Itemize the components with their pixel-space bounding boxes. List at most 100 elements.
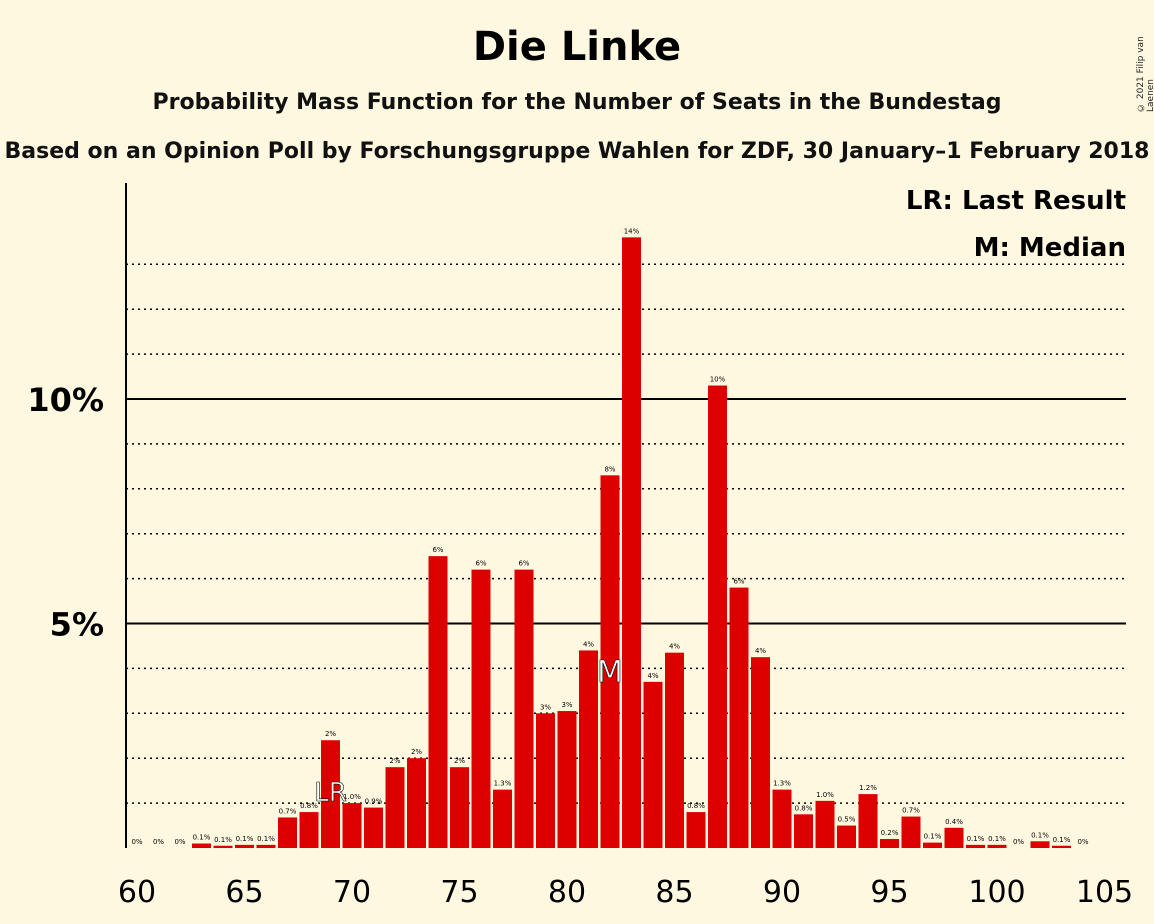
data-label-103: 0.1%	[1053, 836, 1071, 844]
bar-83	[622, 237, 641, 849]
bar-84	[643, 681, 663, 848]
bar-90	[772, 789, 792, 848]
data-label-100: 0.1%	[988, 835, 1006, 843]
x-tick-labels: 60 65 70 75 80 85 90 95 100 105	[118, 875, 1133, 910]
data-label-88: 6%	[733, 578, 744, 586]
data-label-87: 10%	[710, 376, 726, 384]
bar-99	[966, 844, 985, 848]
data-label-83: 14%	[624, 227, 640, 235]
bar-102	[1030, 841, 1050, 848]
data-label-89: 4%	[755, 647, 766, 655]
data-label-62: 0%	[174, 838, 185, 846]
data-label-81: 4%	[583, 640, 594, 648]
bar-78	[514, 569, 534, 848]
data-label-66: 0.1%	[257, 835, 275, 843]
bar-68	[299, 812, 319, 848]
data-label-70: 1.0%	[343, 793, 361, 801]
x-tick-label-60: 60	[118, 875, 156, 910]
bar-100	[987, 844, 1007, 848]
bar-72	[385, 767, 405, 848]
bar-81	[579, 650, 598, 848]
bar-63	[192, 843, 211, 848]
bar-95	[880, 839, 899, 848]
data-label-94: 1.2%	[859, 784, 877, 792]
data-label-60: 0%	[131, 838, 142, 846]
x-tick-label-80: 80	[548, 875, 586, 910]
data-label-91: 0.8%	[795, 804, 813, 812]
x-tick-label-85: 85	[655, 875, 693, 910]
data-label-64: 0.1%	[214, 836, 232, 844]
data-label-99: 0.1%	[967, 835, 985, 843]
data-label-101: 0%	[1013, 838, 1024, 846]
data-label-68: 0.8%	[300, 802, 318, 810]
data-label-85: 4%	[669, 643, 680, 651]
legend-median: M: Median	[974, 233, 1126, 263]
bar-77	[493, 789, 512, 848]
bar-80	[557, 711, 577, 848]
data-label-90: 1.3%	[773, 780, 791, 788]
bar-64	[213, 845, 233, 848]
bar-92	[815, 800, 835, 848]
x-tick-label-65: 65	[225, 875, 263, 910]
bar-65	[235, 844, 254, 848]
median-marker: M	[597, 655, 623, 690]
bar-66	[256, 844, 276, 848]
x-tick-label-105: 105	[1076, 875, 1133, 910]
data-label-96: 0.7%	[902, 807, 920, 815]
data-label-86: 0.8%	[687, 802, 705, 810]
bar-86	[686, 812, 706, 848]
bar-85	[665, 652, 684, 848]
bar-82	[600, 475, 620, 848]
bar-94	[858, 794, 878, 848]
bar-69	[321, 740, 340, 848]
data-label-69: 2%	[325, 730, 336, 738]
bar-76	[471, 569, 491, 848]
y-tick-label-10: 10%	[27, 381, 104, 419]
data-label-71: 0.9%	[365, 798, 383, 806]
x-tick-label-90: 90	[763, 875, 801, 910]
data-label-102: 0.1%	[1031, 831, 1049, 839]
bar-89	[751, 657, 770, 848]
bar-96	[901, 816, 921, 848]
last-result-marker: LR	[314, 778, 347, 808]
data-label-80: 3%	[561, 701, 572, 709]
x-tick-label-95: 95	[870, 875, 908, 910]
data-label-76: 6%	[475, 560, 486, 568]
y-tick-labels: 5% 10%	[27, 381, 104, 644]
x-tick-label-75: 75	[440, 875, 478, 910]
data-label-92: 1.0%	[816, 791, 834, 799]
bar-88	[729, 587, 749, 848]
bar-91	[794, 814, 813, 848]
x-tick-label-100: 100	[968, 875, 1025, 910]
data-label-77: 1.3%	[494, 780, 512, 788]
bar-73	[407, 758, 426, 848]
data-label-79: 3%	[540, 703, 551, 711]
data-label-63: 0.1%	[193, 834, 211, 842]
legend-last-result: LR: Last Result	[906, 186, 1126, 216]
data-label-97: 0.1%	[924, 833, 942, 841]
bar-93	[837, 825, 856, 848]
bar-67	[278, 817, 297, 848]
bar-87	[708, 385, 727, 848]
chart-subtitle: Probability Mass Function for the Number…	[152, 90, 1002, 115]
bar-70	[342, 803, 362, 848]
data-label-82: 8%	[604, 465, 615, 473]
chart-source-line: Based on an Opinion Poll by Forschungsgr…	[4, 139, 1150, 164]
data-label-93: 0.5%	[838, 816, 856, 824]
bar-98	[944, 827, 964, 848]
bar-75	[450, 767, 469, 848]
markers: LR M	[314, 655, 623, 809]
x-tick-label-70: 70	[333, 875, 371, 910]
bar-74	[428, 556, 448, 848]
data-label-84: 4%	[647, 672, 658, 680]
data-label-73: 2%	[411, 748, 422, 756]
data-label-72: 2%	[389, 757, 400, 765]
bars	[192, 237, 1071, 849]
data-label-74: 6%	[432, 546, 443, 554]
bar-79	[536, 713, 555, 848]
bar-103	[1052, 845, 1071, 848]
data-label-65: 0.1%	[236, 835, 254, 843]
data-labels: 0% 0% 0%0.1% 0.1% 0.1% 0.1%0.7%0.8%2%1.0%0.9%…	[131, 227, 1088, 846]
y-tick-label-5: 5%	[50, 606, 104, 644]
